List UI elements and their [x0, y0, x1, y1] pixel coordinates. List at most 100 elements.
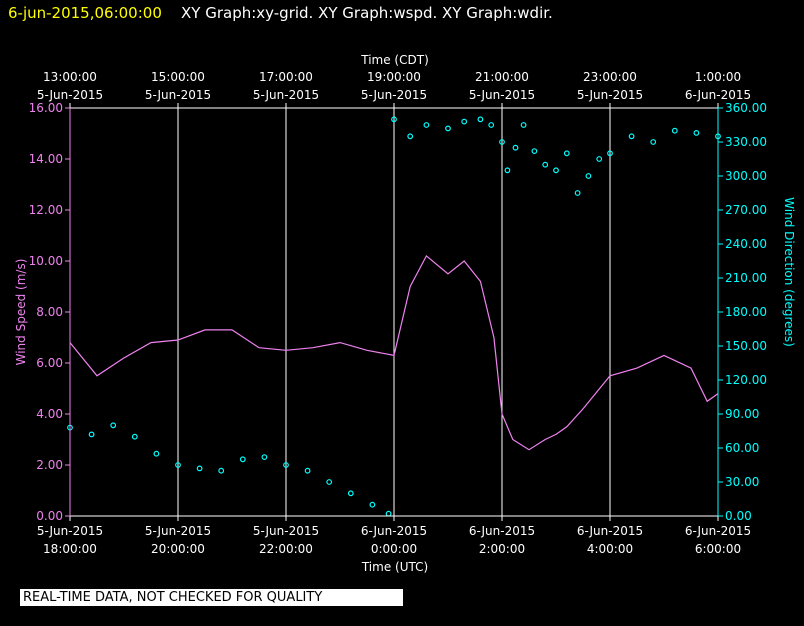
right-tick-label: 360.00	[725, 101, 767, 115]
top-tick-date: 5-Jun-2015	[253, 88, 319, 102]
top-tick-time: 19:00:00	[367, 70, 421, 84]
right-tick-label: 210.00	[725, 271, 767, 285]
left-tick-label: 0.00	[36, 509, 63, 523]
wind-direction-point	[596, 156, 603, 162]
right-tick-label: 120.00	[725, 373, 767, 387]
left-tick-label: 12.00	[29, 203, 63, 217]
right-tick-label: 180.00	[725, 305, 767, 319]
wind-direction-point	[239, 456, 246, 463]
top-tick-time: 13:00:00	[43, 70, 97, 84]
plot-marks	[67, 116, 721, 517]
bottom-tick-time: 6:00:00	[695, 542, 741, 556]
wind-direction-point	[196, 465, 203, 472]
right-tick-label: 150.00	[725, 339, 767, 353]
wind-direction-point	[574, 190, 581, 196]
wind-direction-point	[693, 129, 700, 136]
quality-notice: REAL-TIME DATA, NOT CHECKED FOR QUALITY	[20, 589, 403, 606]
right-tick-label: 240.00	[725, 237, 767, 251]
right-tick-label: 300.00	[725, 169, 767, 183]
wind-direction-point	[553, 167, 559, 174]
left-axis-label: Wind Speed (m/s)	[14, 259, 28, 366]
right-tick-label: 330.00	[725, 135, 767, 149]
wind-direction-point	[110, 422, 117, 429]
bottom-tick-date: 6-Jun-2015	[685, 524, 751, 538]
top-tick-date: 5-Jun-2015	[361, 88, 427, 102]
right-tick-label: 270.00	[725, 203, 767, 217]
wind-direction-point	[628, 133, 635, 140]
top-tick-time: 21:00:00	[475, 70, 529, 84]
wind-direction-point	[671, 127, 678, 134]
top-tick-time: 15:00:00	[151, 70, 205, 84]
bottom-tick-date: 5-Jun-2015	[37, 524, 103, 538]
wind-speed-line	[69, 254, 719, 451]
wind-direction-point	[153, 450, 160, 457]
wind-direction-point	[650, 139, 657, 145]
wind-direction-point	[542, 161, 549, 168]
wind-direction-point	[175, 462, 181, 468]
wind-direction-point	[512, 144, 519, 151]
left-tick-label: 8.00	[36, 305, 63, 319]
grid-lines	[177, 108, 611, 516]
wind-direction-point	[407, 133, 414, 140]
right-axis-label: Wind Direction (degrees)	[782, 197, 796, 347]
left-tick-label: 6.00	[36, 356, 63, 370]
wind-direction-point	[283, 462, 289, 468]
bottom-tick-time: 2:00:00	[479, 542, 525, 556]
wind-direction-point	[385, 510, 392, 517]
wind-direction-point	[326, 479, 333, 485]
bottom-tick-time: 0:00:00	[371, 542, 417, 556]
wind-direction-point	[218, 467, 225, 474]
axis-ticks: 13:00:00 5-Jun-2015 5-Jun-2015 18:00:00 15:0…	[29, 70, 767, 556]
top-tick-date: 5-Jun-2015	[577, 88, 643, 102]
bottom-tick-date: 6-Jun-2015	[469, 524, 535, 538]
wind-direction-point	[261, 454, 268, 461]
left-tick-label: 2.00	[36, 458, 63, 472]
header-graph-list: XY Graph:xy-grid. XY Graph:wspd. XY Grap…	[181, 4, 553, 22]
wind-direction-point	[520, 122, 527, 128]
bottom-tick-time: 22:00:00	[259, 542, 313, 556]
wind-direction-point	[607, 150, 613, 157]
wind-direction-point	[585, 173, 592, 179]
wind-direction-point	[131, 433, 138, 440]
bottom-tick-time: 20:00:00	[151, 542, 205, 556]
bottom-tick-time: 18:00:00	[43, 542, 97, 556]
wind-direction-point	[445, 125, 451, 132]
top-tick-time: 23:00:00	[583, 70, 637, 84]
wind-direction-point	[88, 431, 95, 438]
wind-direction-point	[499, 139, 505, 145]
bottom-tick-time: 4:00:00	[587, 542, 633, 556]
top-tick-date: 5-Jun-2015	[145, 88, 211, 102]
wind-direction-point	[369, 501, 376, 508]
wind-direction-point	[347, 490, 354, 497]
top-axis-label: Time (CDT)	[360, 53, 429, 67]
wind-direction-point	[563, 150, 570, 157]
bottom-tick-date: 6-Jun-2015	[577, 524, 643, 538]
bottom-axis-label: Time (UTC)	[361, 560, 428, 574]
header-timestamp: 6-jun-2015,06:00:00	[8, 4, 162, 22]
right-tick-label: 60.00	[725, 441, 759, 455]
top-tick-date: 6-Jun-2015	[685, 88, 751, 102]
bottom-tick-date: 5-Jun-2015	[145, 524, 211, 538]
right-tick-label: 30.00	[725, 475, 759, 489]
left-tick-label: 14.00	[29, 152, 63, 166]
left-tick-label: 10.00	[29, 254, 63, 268]
wind-direction-point	[504, 167, 511, 174]
wind-direction-point	[304, 467, 311, 474]
top-tick-date: 5-Jun-2015	[37, 88, 103, 102]
wind-direction-point	[477, 116, 484, 123]
left-tick-label: 4.00	[36, 407, 63, 421]
right-tick-label: 0.00	[725, 509, 752, 523]
bottom-tick-date: 5-Jun-2015	[253, 524, 319, 538]
top-tick-time: 1:00:00	[695, 70, 741, 84]
top-tick-date: 5-Jun-2015	[469, 88, 535, 102]
wind-direction-point	[531, 148, 538, 155]
wind-direction-point	[423, 122, 430, 128]
top-tick-time: 17:00:00	[259, 70, 313, 84]
left-tick-label: 16.00	[29, 101, 63, 115]
right-tick-label: 90.00	[725, 407, 759, 421]
wind-direction-point	[391, 116, 397, 123]
wind-direction-point	[488, 122, 495, 128]
wind-direction-point	[461, 118, 468, 125]
bottom-tick-date: 6-Jun-2015	[361, 524, 427, 538]
